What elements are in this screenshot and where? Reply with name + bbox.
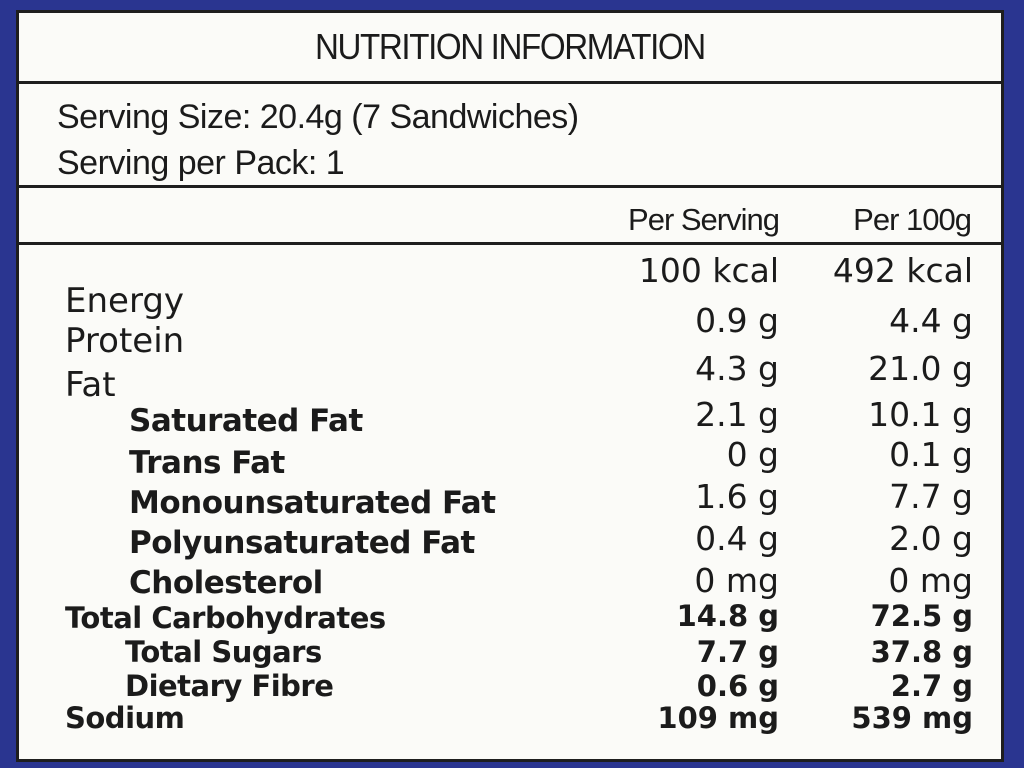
nutrient-row-monounsaturated-fat: Monounsaturated Fat 1.6 g 7.7 g bbox=[19, 477, 1001, 521]
nutrient-name: Cholesterol bbox=[129, 565, 323, 601]
nutrient-row-sodium: Sodium 109 mg 539 mg bbox=[19, 701, 1001, 741]
nutrient-per-serving: 0.6 g bbox=[696, 669, 779, 703]
nutrient-row-trans-fat: Trans Fat 0 g 0.1 g bbox=[19, 435, 1001, 481]
nutrient-name: Energy bbox=[65, 281, 185, 321]
label-title: NUTRITION INFORMATION bbox=[315, 26, 706, 67]
nutrient-name: Polyunsaturated Fat bbox=[129, 525, 475, 561]
nutrient-per-100g: 2.7 g bbox=[890, 669, 973, 703]
nutrient-name: Sodium bbox=[65, 701, 185, 735]
nutrient-row-polyunsaturated-fat: Polyunsaturated Fat 0.4 g 2.0 g bbox=[19, 519, 1001, 561]
nutrient-per-serving: 109 mg bbox=[657, 701, 779, 735]
nutrient-row-protein: Protein 0.9 g 4.4 g bbox=[19, 301, 1001, 361]
nutrient-per-100g: 492 kcal bbox=[832, 251, 973, 290]
nutrient-row-fat: Fat 4.3 g 21.0 g bbox=[19, 349, 1001, 405]
nutrient-row-cholesterol: Cholesterol 0 mg 0 mg bbox=[19, 561, 1001, 601]
nutrient-name: Monounsaturated Fat bbox=[129, 485, 496, 521]
nutrient-name: Protein bbox=[65, 321, 185, 361]
column-header-per-100g: Per 100g bbox=[853, 202, 972, 237]
column-header-per-serving: Per Serving bbox=[628, 202, 780, 237]
nutrient-per-100g: 10.1 g bbox=[868, 395, 973, 434]
nutrient-per-100g: 7.7 g bbox=[889, 477, 973, 516]
nutrient-row-dietary-fibre: Dietary Fibre 0.6 g 2.7 g bbox=[19, 669, 1001, 709]
nutrient-name: Fat bbox=[65, 365, 116, 405]
nutrient-per-100g: 539 mg bbox=[851, 701, 973, 735]
nutrient-per-serving: 0.4 g bbox=[695, 519, 779, 558]
column-header-row: Per Serving Per 100g bbox=[19, 188, 1001, 245]
nutrient-per-100g: 0.1 g bbox=[889, 435, 973, 474]
serving-per-pack: Serving per Pack: 1 bbox=[57, 144, 345, 182]
nutrient-per-serving: 0.9 g bbox=[695, 301, 779, 340]
nutrient-name: Saturated Fat bbox=[129, 403, 363, 439]
nutrient-per-100g: 72.5 g bbox=[870, 599, 973, 633]
nutrient-name: Dietary Fibre bbox=[125, 669, 334, 703]
nutrient-name: Total Carbohydrates bbox=[65, 601, 386, 635]
nutrient-per-serving: 2.1 g bbox=[695, 395, 779, 434]
nutrient-per-serving: 7.7 g bbox=[696, 635, 779, 669]
nutrient-name: Total Sugars bbox=[125, 635, 322, 669]
title-row: NUTRITION INFORMATION bbox=[19, 13, 1001, 84]
nutrition-label: NUTRITION INFORMATION Serving Size: 20.4… bbox=[16, 10, 1004, 762]
nutrient-per-serving: 14.8 g bbox=[676, 599, 779, 633]
nutrient-row-saturated-fat: Saturated Fat 2.1 g 10.1 g bbox=[19, 395, 1001, 439]
nutrient-per-serving: 1.6 g bbox=[695, 477, 779, 516]
nutrient-per-100g: 0 mg bbox=[888, 561, 973, 600]
nutrient-name: Trans Fat bbox=[129, 445, 285, 481]
serving-info: Serving Size: 20.4g (7 Sandwiches) Servi… bbox=[19, 84, 1001, 188]
nutrient-row-energy: Energy 100 kcal 492 kcal bbox=[19, 251, 1001, 321]
serving-size: Serving Size: 20.4g (7 Sandwiches) bbox=[57, 98, 579, 136]
nutrient-per-serving: 0 mg bbox=[694, 561, 779, 600]
nutrient-per-100g: 37.8 g bbox=[870, 635, 973, 669]
nutrient-table: Energy 100 kcal 492 kcal Protein 0.9 g 4… bbox=[19, 245, 1001, 759]
nutrient-per-100g: 21.0 g bbox=[868, 349, 973, 388]
nutrient-per-100g: 4.4 g bbox=[889, 301, 973, 340]
nutrient-per-serving: 4.3 g bbox=[695, 349, 779, 388]
nutrient-per-serving: 100 kcal bbox=[638, 251, 779, 290]
nutrient-row-total-sugars: Total Sugars 7.7 g 37.8 g bbox=[19, 635, 1001, 675]
nutrient-per-serving: 0 g bbox=[726, 435, 779, 474]
nutrient-per-100g: 2.0 g bbox=[889, 519, 973, 558]
nutrient-row-total-carbohydrates: Total Carbohydrates 14.8 g 72.5 g bbox=[19, 599, 1001, 639]
